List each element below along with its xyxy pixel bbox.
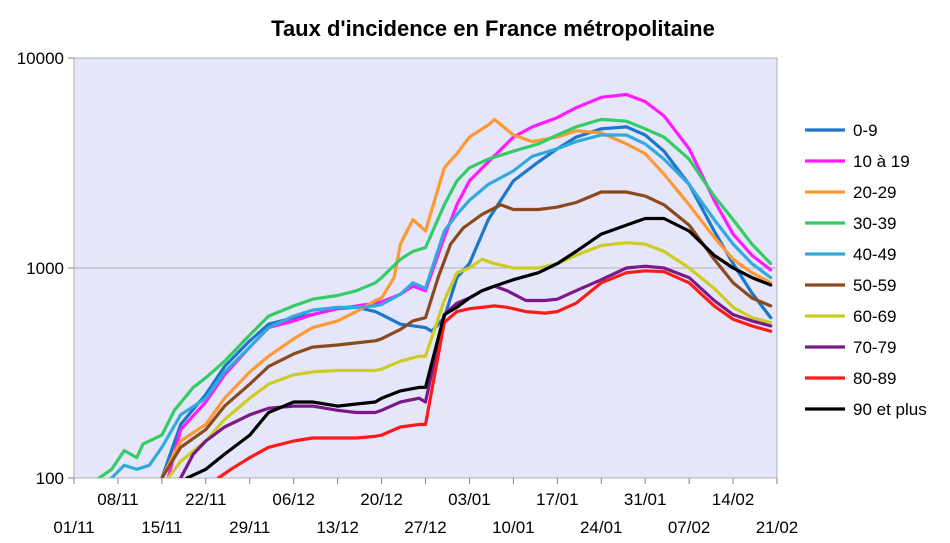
series-line-30-39: [97, 117, 773, 478]
x-tick-label: 15/11: [141, 518, 182, 537]
x-tick-label: 20/12: [360, 490, 403, 509]
x-tick-label: 01/11: [53, 518, 94, 537]
x-tick-label: 03/01: [448, 490, 491, 509]
x-tick-label: 22/11: [185, 490, 226, 509]
x-tick-label: 24/01: [580, 518, 623, 537]
legend-label: 60-69: [853, 307, 896, 326]
x-tick-label: 29/11: [229, 518, 270, 537]
legend-label: 90 et plus: [853, 400, 927, 419]
series-lines: [97, 92, 773, 478]
x-tick-label: 13/12: [316, 518, 359, 537]
series-line-80-89: [216, 269, 773, 478]
legend-label: 30-39: [853, 214, 896, 233]
legend-label: 70-79: [853, 338, 896, 357]
legend-label: 10 à 19: [853, 152, 910, 171]
legend: 0-9 10 à 19 20-29 30-39 40-49 50-59 60-69 70-79…: [805, 121, 927, 419]
series-line-40-49: [110, 133, 773, 478]
x-tick-label: 21/02: [756, 518, 799, 537]
x-tick-label: 08/11: [97, 490, 138, 509]
x-tick-label: 07/02: [668, 518, 711, 537]
legend-label: 80-89: [853, 369, 896, 388]
x-axis: 08/11 22/11 06/12 20/12 03/01 17/01 31/01 14/02…: [53, 478, 798, 537]
legend-label: 50-59: [853, 276, 896, 295]
x-tick-label: 10/01: [492, 518, 535, 537]
series-line-50-59: [160, 190, 773, 478]
series-line-20-29: [160, 117, 773, 478]
legend-label: 20-29: [853, 183, 896, 202]
series-line-60-69: [166, 241, 773, 478]
y-tick-label: 1000: [26, 259, 64, 278]
x-tick-label: 14/02: [712, 490, 755, 509]
x-tick-label: 31/01: [624, 490, 667, 509]
y-tick-label: 100: [36, 469, 64, 488]
legend-label: 40-49: [853, 245, 896, 264]
series-line-0-9: [160, 125, 773, 478]
y-tick-label: 10000: [17, 49, 64, 68]
x-tick-label: 06/12: [272, 490, 315, 509]
y-axis: 100 1000 10000: [17, 49, 74, 488]
series-line-90-et-plus: [185, 216, 773, 478]
x-tick-label: 27/12: [404, 518, 447, 537]
x-tick-label: 17/01: [536, 490, 579, 509]
legend-label: 0-9: [853, 121, 878, 140]
chart-title: Taux d'incidence en France métropolitain…: [271, 16, 715, 41]
